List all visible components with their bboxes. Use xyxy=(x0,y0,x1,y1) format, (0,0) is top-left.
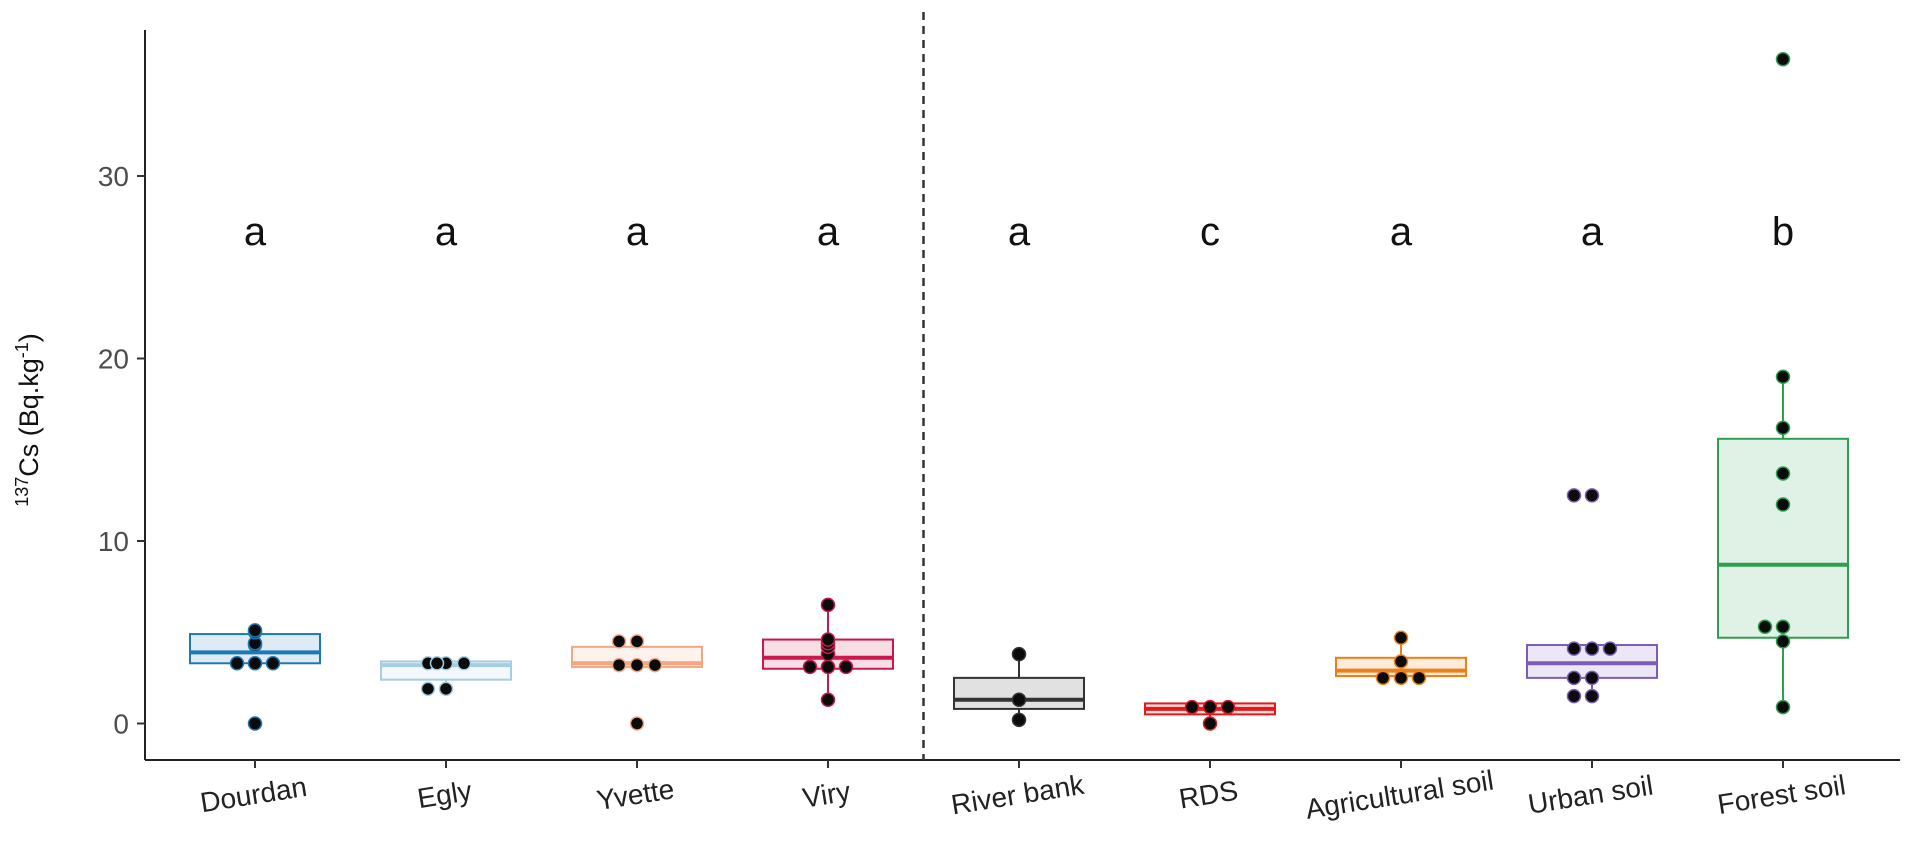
box-group-yvette: a Yvette xyxy=(571,210,703,816)
y-axis-title-close: ) xyxy=(14,333,44,342)
data-point xyxy=(838,659,854,675)
box-group-river-bank: a River bank xyxy=(949,210,1087,821)
data-point xyxy=(1011,712,1027,728)
data-point xyxy=(1566,641,1582,656)
y-axis-title-main: Cs (Bq.kg xyxy=(14,358,44,477)
significance-letter: a xyxy=(1008,210,1031,254)
y-axis-title: 137Cs (Bq.kg-1) xyxy=(12,333,44,507)
x-tick-label: Viry xyxy=(801,776,853,814)
y-tick-label: 0 xyxy=(113,709,129,740)
data-point xyxy=(629,634,645,649)
significance-letter: a xyxy=(626,210,649,254)
data-point xyxy=(1202,716,1218,731)
data-point xyxy=(1757,619,1773,635)
data-point xyxy=(1011,692,1027,708)
data-point xyxy=(1775,699,1791,715)
x-tick-label: RDS xyxy=(1177,775,1240,815)
data-point xyxy=(1202,699,1218,715)
significance-letter: a xyxy=(1390,210,1413,254)
data-point xyxy=(1775,420,1791,436)
data-point xyxy=(247,656,263,671)
data-point xyxy=(1775,497,1791,512)
data-point xyxy=(1411,670,1427,686)
y-axis-title-unit-sup: -1 xyxy=(12,342,32,358)
box-group-forest-soil: b Forest soil xyxy=(1715,51,1849,820)
data-point xyxy=(1584,641,1600,656)
x-tick-label: Egly xyxy=(415,775,474,814)
y-tick-label: 10 xyxy=(98,526,129,557)
data-point xyxy=(456,656,472,671)
data-point xyxy=(1584,670,1600,686)
significance-letter: c xyxy=(1200,210,1220,254)
data-point xyxy=(1566,688,1582,704)
data-point xyxy=(420,681,436,697)
data-point xyxy=(647,657,663,673)
data-point xyxy=(611,634,627,649)
box-group-dourdan: a Dourdan xyxy=(189,210,321,818)
data-point xyxy=(820,632,836,647)
data-point xyxy=(1566,488,1582,503)
data-point xyxy=(1775,466,1791,481)
data-point xyxy=(429,656,445,671)
data-point xyxy=(1584,688,1600,704)
plot-area: 0 10 20 30 a Dourdan a Egly a Yvette a Viry a River b… xyxy=(98,12,1900,825)
significance-letter: b xyxy=(1772,210,1794,254)
data-point xyxy=(247,716,263,731)
data-point xyxy=(265,656,281,671)
data-point xyxy=(629,716,645,731)
data-point xyxy=(1220,699,1236,715)
x-tick-label: Agricultural soil xyxy=(1303,764,1495,824)
box-group-viry: a Viry xyxy=(762,210,894,814)
data-point xyxy=(820,597,836,613)
data-point xyxy=(802,659,818,675)
data-point xyxy=(629,657,645,673)
data-point xyxy=(247,623,263,638)
x-tick-label: Yvette xyxy=(595,773,677,816)
data-point xyxy=(1775,51,1791,67)
x-tick-label: Forest soil xyxy=(1715,769,1847,820)
y-tick-label: 30 xyxy=(98,161,129,192)
data-point xyxy=(1775,634,1791,649)
box-group-egly: a Egly xyxy=(380,210,512,814)
data-point xyxy=(1602,641,1618,656)
data-point xyxy=(611,657,627,673)
data-point xyxy=(1566,670,1582,686)
data-point xyxy=(1393,654,1409,669)
significance-letter: a xyxy=(1581,210,1604,254)
data-point xyxy=(820,659,836,675)
data-point xyxy=(820,692,836,708)
data-point xyxy=(1011,646,1027,662)
significance-letter: a xyxy=(817,210,840,254)
x-tick-label: Urban soil xyxy=(1526,769,1655,819)
y-tick-label: 20 xyxy=(98,344,129,375)
box-group-urban-soil: a Urban soil xyxy=(1526,210,1658,820)
data-point xyxy=(1775,619,1791,635)
x-tick-label: Dourdan xyxy=(198,771,309,818)
data-point xyxy=(1393,630,1409,645)
data-point xyxy=(1184,699,1200,715)
data-point xyxy=(1393,670,1409,686)
box-group-agricultural-soil: a Agricultural soil xyxy=(1303,210,1495,825)
y-axis-title-sup: 137 xyxy=(12,477,32,507)
box-group-rds: c RDS xyxy=(1144,210,1276,815)
significance-letter: a xyxy=(435,210,458,254)
data-point xyxy=(1375,670,1391,686)
svg-text:137Cs (Bq.kg-1): 137Cs (Bq.kg-1) xyxy=(12,333,44,507)
significance-letter: a xyxy=(244,210,267,254)
x-tick-label: River bank xyxy=(949,769,1087,821)
data-point xyxy=(438,681,454,697)
data-point xyxy=(229,656,245,671)
data-point xyxy=(1775,369,1791,384)
data-point xyxy=(1584,488,1600,503)
